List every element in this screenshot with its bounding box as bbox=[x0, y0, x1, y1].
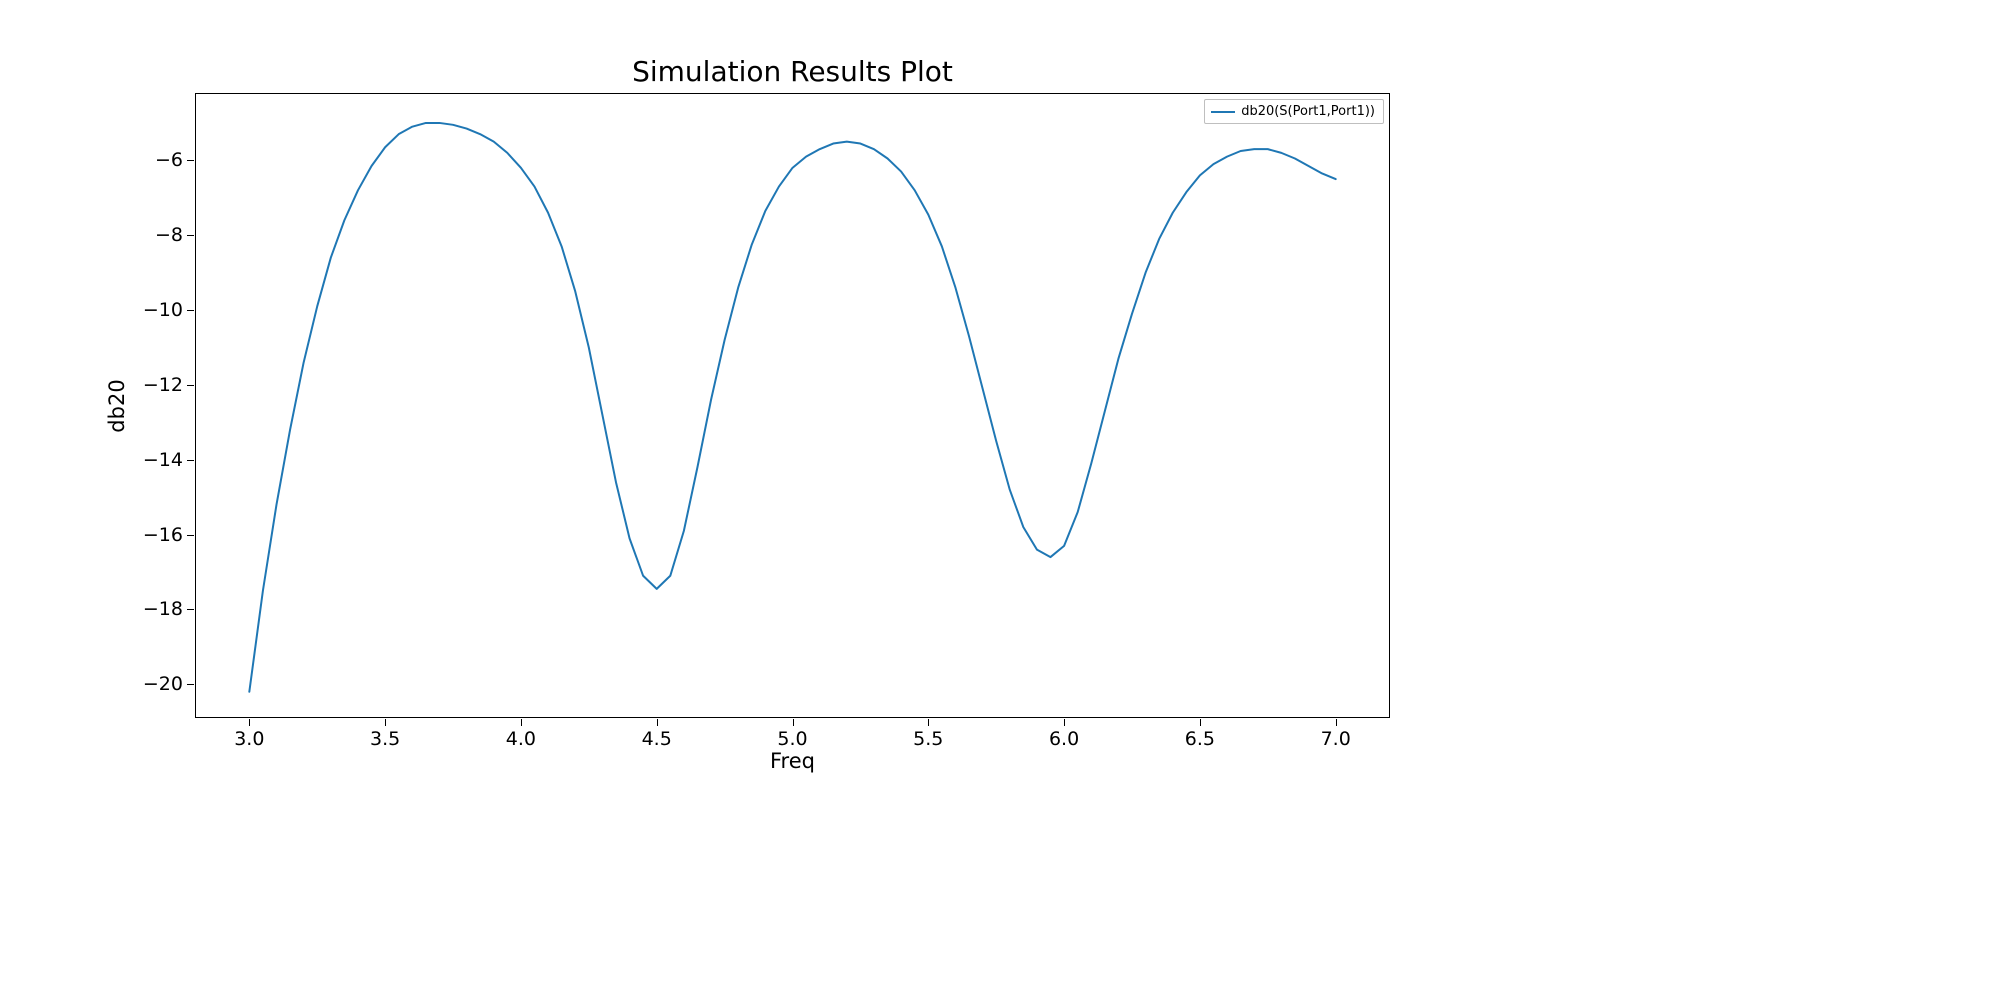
y-tick bbox=[187, 535, 194, 536]
x-tick-label: 7.0 bbox=[1321, 728, 1351, 750]
y-tick bbox=[187, 160, 194, 161]
x-tick-label: 6.5 bbox=[1185, 728, 1215, 750]
x-tick bbox=[1064, 719, 1065, 726]
y-tick-label: −18 bbox=[143, 598, 183, 620]
x-tick-label: 6.0 bbox=[1049, 728, 1079, 750]
x-tick bbox=[249, 719, 250, 726]
legend: db20(S(Port1,Port1)) bbox=[1204, 99, 1384, 124]
y-tick-label: −8 bbox=[155, 224, 183, 246]
x-tick-label: 3.0 bbox=[234, 728, 264, 750]
y-tick-label: −14 bbox=[143, 449, 183, 471]
x-tick bbox=[928, 719, 929, 726]
legend-swatch bbox=[1211, 111, 1235, 113]
y-tick bbox=[187, 609, 194, 610]
y-tick-label: −16 bbox=[143, 524, 183, 546]
chart-title: Simulation Results Plot bbox=[632, 55, 953, 88]
x-tick bbox=[385, 719, 386, 726]
x-tick bbox=[521, 719, 522, 726]
series-line bbox=[249, 123, 1335, 692]
y-tick bbox=[187, 235, 194, 236]
legend-label: db20(S(Port1,Port1)) bbox=[1241, 104, 1375, 119]
y-tick-label: −10 bbox=[143, 299, 183, 321]
x-tick-label: 4.0 bbox=[506, 728, 536, 750]
y-tick bbox=[187, 460, 194, 461]
y-tick-label: −12 bbox=[143, 374, 183, 396]
x-axis-label: Freq bbox=[770, 749, 815, 773]
x-tick bbox=[1200, 719, 1201, 726]
line-plot bbox=[195, 93, 1390, 718]
y-axis-label: db20 bbox=[105, 379, 129, 432]
x-tick-label: 3.5 bbox=[370, 728, 400, 750]
x-tick bbox=[793, 719, 794, 726]
chart-axes: Simulation Results Plot Freq db20 3.03.5… bbox=[195, 93, 1390, 718]
y-tick bbox=[187, 385, 194, 386]
y-tick bbox=[187, 684, 194, 685]
x-tick-label: 4.5 bbox=[642, 728, 672, 750]
y-tick-label: −20 bbox=[143, 673, 183, 695]
y-tick-label: −6 bbox=[155, 149, 183, 171]
x-tick-label: 5.0 bbox=[777, 728, 807, 750]
x-tick bbox=[657, 719, 658, 726]
x-tick-label: 5.5 bbox=[913, 728, 943, 750]
x-tick bbox=[1336, 719, 1337, 726]
legend-item: db20(S(Port1,Port1)) bbox=[1211, 104, 1375, 119]
figure: Simulation Results Plot Freq db20 3.0 3.5… bbox=[0, 0, 2000, 1000]
y-tick bbox=[187, 310, 194, 311]
